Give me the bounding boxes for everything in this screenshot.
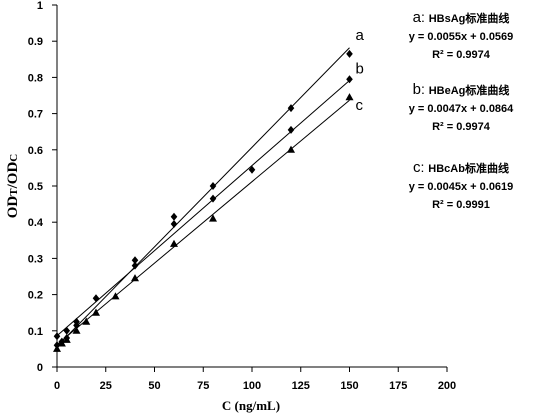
annotation-c: c: HBcAb标准曲线 y = 0.0045x + 0.0619 R² = 0… [388,158,534,214]
series-labels: ab c [356,27,365,114]
x-axis-label: C (ng/mL) [222,398,280,413]
point-a [346,50,353,58]
annotation-b: b: HBeAg标准曲线 y = 0.0047x + 0.0864 R² = 0… [388,80,534,136]
point-b [171,220,178,228]
y-tick-label: 0.3 [28,253,43,265]
annotation-a-r2: R² = 0.9974 [388,46,534,64]
point-c [82,318,90,325]
x-tick-label: 150 [340,380,358,392]
point-b [288,126,295,134]
x-tick-label: 25 [100,380,112,392]
x-tick-label: 0 [54,380,60,392]
annotation-c-title: HBcAb标准曲线 [428,163,509,175]
annotation-b-equation: y = 0.0047x + 0.0864 [388,100,534,118]
data-points [53,50,354,352]
annotation-b-title: HBeAg标准曲线 [429,85,510,97]
fit-line-b [57,81,350,336]
y-tick-label: 0.6 [28,145,43,157]
point-b [249,166,256,174]
series-label-b: b [356,61,364,78]
x-tick-label: 100 [243,380,261,392]
x-tick-label: 175 [389,380,407,392]
x-tick-label: 50 [148,380,160,392]
y-tick-label: 0.5 [28,181,43,193]
annotation-c-equation: y = 0.0045x + 0.0619 [388,178,534,196]
series-label-c: c [356,97,364,114]
fit-line-a [57,48,350,347]
annotation-a-letter: a [413,9,421,26]
annotation-c-letter: c [413,159,421,176]
annotation-a-equation: y = 0.0055x + 0.0569 [388,28,534,46]
y-tick-label: 0.8 [28,72,43,84]
annotation-a-title: HBsAg标准曲线 [429,13,510,25]
y-tick-label: 0.4 [28,217,44,229]
point-a [171,213,178,221]
y-tick-label: 0.2 [28,290,43,302]
y-tick-label: 0 [37,362,43,374]
x-tick-label: 125 [292,380,310,392]
annotation-c-r2: R² = 0.9991 [388,196,534,214]
fit-lines [57,48,350,347]
y-tick-label: 0.7 [28,109,43,121]
x-tick-label: 75 [197,380,209,392]
x-tick-label: 200 [438,380,456,392]
point-a [93,294,100,302]
annotation-b-letter: b [413,81,421,98]
y-tick-label: 1 [37,0,43,12]
point-c [209,214,217,221]
y-tick-label: 0.1 [28,326,43,338]
annotation-b-r2: R² = 0.9974 [388,118,534,136]
point-c [170,240,178,247]
point-c [346,93,354,100]
y-tick-label: 0.9 [28,36,43,48]
series-label-a: a [356,27,365,44]
y-axis-label: ODT/ODC [5,154,21,219]
annotation-a: a: HBsAg标准曲线 y = 0.0055x + 0.0569 R² = 0… [388,8,534,64]
fit-line-c [57,100,350,344]
